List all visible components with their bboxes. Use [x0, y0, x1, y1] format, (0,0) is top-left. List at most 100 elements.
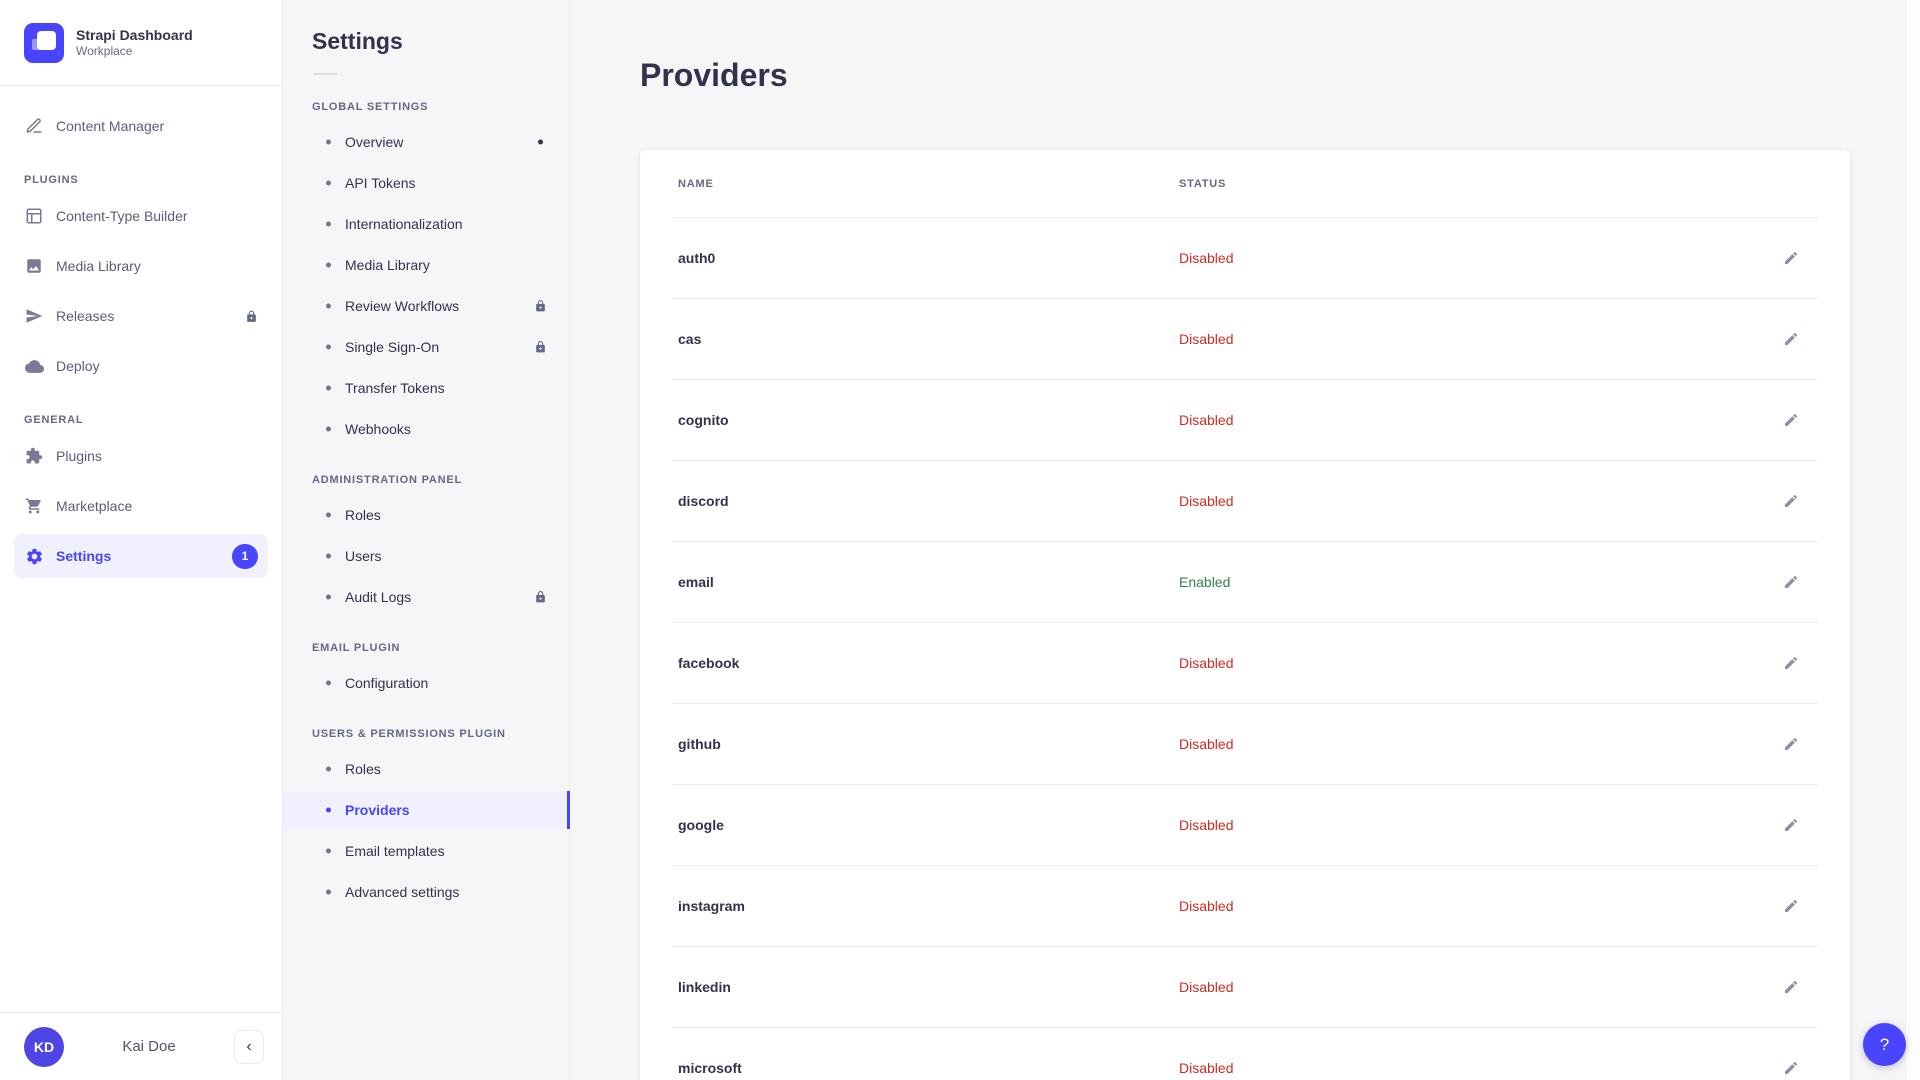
- subnav-sections: GLOBAL SETTINGS Overview API Tokens Interna…: [283, 101, 570, 911]
- subnav-item-webhooks[interactable]: Webhooks: [283, 410, 569, 448]
- pencil-icon: [1783, 250, 1799, 266]
- table-row-microsoft: microsoft Disabled: [672, 1027, 1818, 1080]
- provider-status: Disabled: [1179, 493, 1234, 509]
- edit-provider-button[interactable]: [1774, 322, 1808, 356]
- table-row-instagram: instagram Disabled: [672, 865, 1818, 946]
- subnav-item-internationalization[interactable]: Internationalization: [283, 205, 569, 243]
- brand[interactable]: Strapi Dashboard Workplace: [0, 0, 282, 86]
- pencil-icon: [1783, 412, 1799, 428]
- pencil-icon: [1783, 736, 1799, 752]
- subnav-item-label: Overview: [345, 134, 404, 150]
- provider-name: microsoft: [678, 1060, 742, 1076]
- cloud-icon: [24, 356, 44, 376]
- subnav-item-email-templates[interactable]: Email templates: [283, 832, 569, 870]
- provider-status: Disabled: [1179, 412, 1234, 428]
- provider-status: Disabled: [1179, 898, 1234, 914]
- cart-icon: [24, 496, 44, 516]
- user-name: Kai Doe: [122, 1038, 176, 1055]
- edit-provider-button[interactable]: [1774, 727, 1808, 761]
- edit-provider-button[interactable]: [1774, 241, 1808, 275]
- sidebar-item-label: Releases: [56, 308, 115, 324]
- bullet-icon: [326, 139, 331, 145]
- provider-status: Disabled: [1179, 655, 1234, 671]
- table-header-row: NAME STATUS: [672, 150, 1818, 217]
- edit-provider-button[interactable]: [1774, 1051, 1808, 1080]
- subnav-item-configuration[interactable]: Configuration: [283, 664, 569, 702]
- provider-name: cognito: [678, 412, 729, 428]
- sidebar-item-label: Deploy: [56, 358, 100, 374]
- column-header-name: NAME: [678, 177, 714, 190]
- image-icon: [24, 256, 44, 276]
- provider-name: discord: [678, 493, 729, 509]
- provider-name: linkedin: [678, 979, 731, 995]
- subnav-item-roles[interactable]: Roles: [283, 750, 569, 788]
- subnav-item-providers[interactable]: Providers: [283, 791, 570, 829]
- pencil-icon: [1783, 655, 1799, 671]
- bullet-icon: [326, 889, 331, 895]
- provider-status: Disabled: [1179, 817, 1234, 833]
- sidebar-item-content-type-builder[interactable]: Content-Type Builder: [14, 194, 268, 238]
- sidebar-item-content-manager[interactable]: Content Manager: [14, 104, 268, 148]
- subnav-item-label: Internationalization: [345, 216, 463, 232]
- pencil-icon: [1783, 979, 1799, 995]
- pencil-icon: [1783, 574, 1799, 590]
- sidebar-item-plugins[interactable]: Plugins: [14, 434, 268, 478]
- edit-provider-button[interactable]: [1774, 808, 1808, 842]
- subnav-item-label: Audit Logs: [345, 589, 412, 605]
- scrollbar[interactable]: [1905, 0, 1920, 1080]
- provider-status: Disabled: [1179, 331, 1234, 347]
- edit-provider-button[interactable]: [1774, 484, 1808, 518]
- sidebar-item-deploy[interactable]: Deploy: [14, 344, 268, 388]
- sidebar-item-label: Content Manager: [56, 118, 165, 134]
- notification-dot: [538, 139, 543, 145]
- edit-provider-button[interactable]: [1774, 889, 1808, 923]
- collapse-sidebar-button[interactable]: ‹: [234, 1029, 264, 1064]
- bullet-icon: [326, 553, 331, 559]
- subnav-item-api-tokens[interactable]: API Tokens: [283, 164, 569, 202]
- subnav-section-label: EMAIL PLUGIN: [312, 642, 401, 654]
- lock-icon: [534, 300, 547, 313]
- table-row-cas: cas Disabled: [672, 298, 1818, 379]
- bullet-icon: [326, 680, 331, 686]
- table-row-google: google Disabled: [672, 784, 1818, 865]
- sidebar-item-media-library[interactable]: Media Library: [14, 244, 268, 288]
- subnav-item-transfer-tokens[interactable]: Transfer Tokens: [283, 369, 569, 407]
- subnav-title: Settings: [312, 28, 403, 54]
- edit-provider-button[interactable]: [1774, 403, 1808, 437]
- sidebar-nav: Content Manager PLUGINS Content-Type Build…: [0, 86, 282, 578]
- subnav-item-users[interactable]: Users: [283, 537, 569, 575]
- provider-name: facebook: [678, 655, 740, 671]
- edit-provider-button[interactable]: [1774, 970, 1808, 1004]
- subnav-item-media-library[interactable]: Media Library: [283, 246, 569, 284]
- user-row: KD Kai Doe ‹: [0, 1012, 282, 1080]
- bullet-icon: [326, 512, 331, 518]
- sidebar-item-releases[interactable]: Releases: [14, 294, 268, 338]
- sidebar-item-label: Settings: [56, 548, 112, 564]
- help-button[interactable]: ?: [1863, 1023, 1906, 1066]
- edit-provider-button[interactable]: [1774, 565, 1808, 599]
- subnav-item-audit-logs[interactable]: Audit Logs: [283, 578, 569, 616]
- table-row-email: email Enabled: [672, 541, 1818, 622]
- table-row-facebook: facebook Disabled: [672, 622, 1818, 703]
- subnav-item-label: API Tokens: [345, 175, 416, 191]
- table-row-discord: discord Disabled: [672, 460, 1818, 541]
- avatar[interactable]: KD: [24, 1026, 64, 1067]
- subnav-item-label: Review Workflows: [345, 298, 460, 314]
- bullet-icon: [326, 262, 331, 268]
- subnav-item-review-workflows[interactable]: Review Workflows: [283, 287, 569, 325]
- subnav-section-label: ADMINISTRATION PANEL: [312, 474, 463, 486]
- subnav-item-overview[interactable]: Overview: [283, 123, 569, 161]
- sidebar-item-settings[interactable]: Settings 1: [14, 534, 268, 578]
- brand-title: Strapi Dashboard: [76, 27, 193, 43]
- sidebar-item-marketplace[interactable]: Marketplace: [14, 484, 268, 528]
- subnav-item-advanced-settings[interactable]: Advanced settings: [283, 873, 569, 911]
- pencil-icon: [1783, 331, 1799, 347]
- lock-icon: [534, 591, 547, 604]
- subnav-item-roles[interactable]: Roles: [283, 496, 569, 534]
- provider-name: github: [678, 736, 721, 752]
- edit-provider-button[interactable]: [1774, 646, 1808, 680]
- subnav-item-single-sign-on[interactable]: Single Sign-On: [283, 328, 569, 366]
- pencil-icon: [1783, 817, 1799, 833]
- bullet-icon: [326, 180, 331, 186]
- bullet-icon: [326, 426, 331, 432]
